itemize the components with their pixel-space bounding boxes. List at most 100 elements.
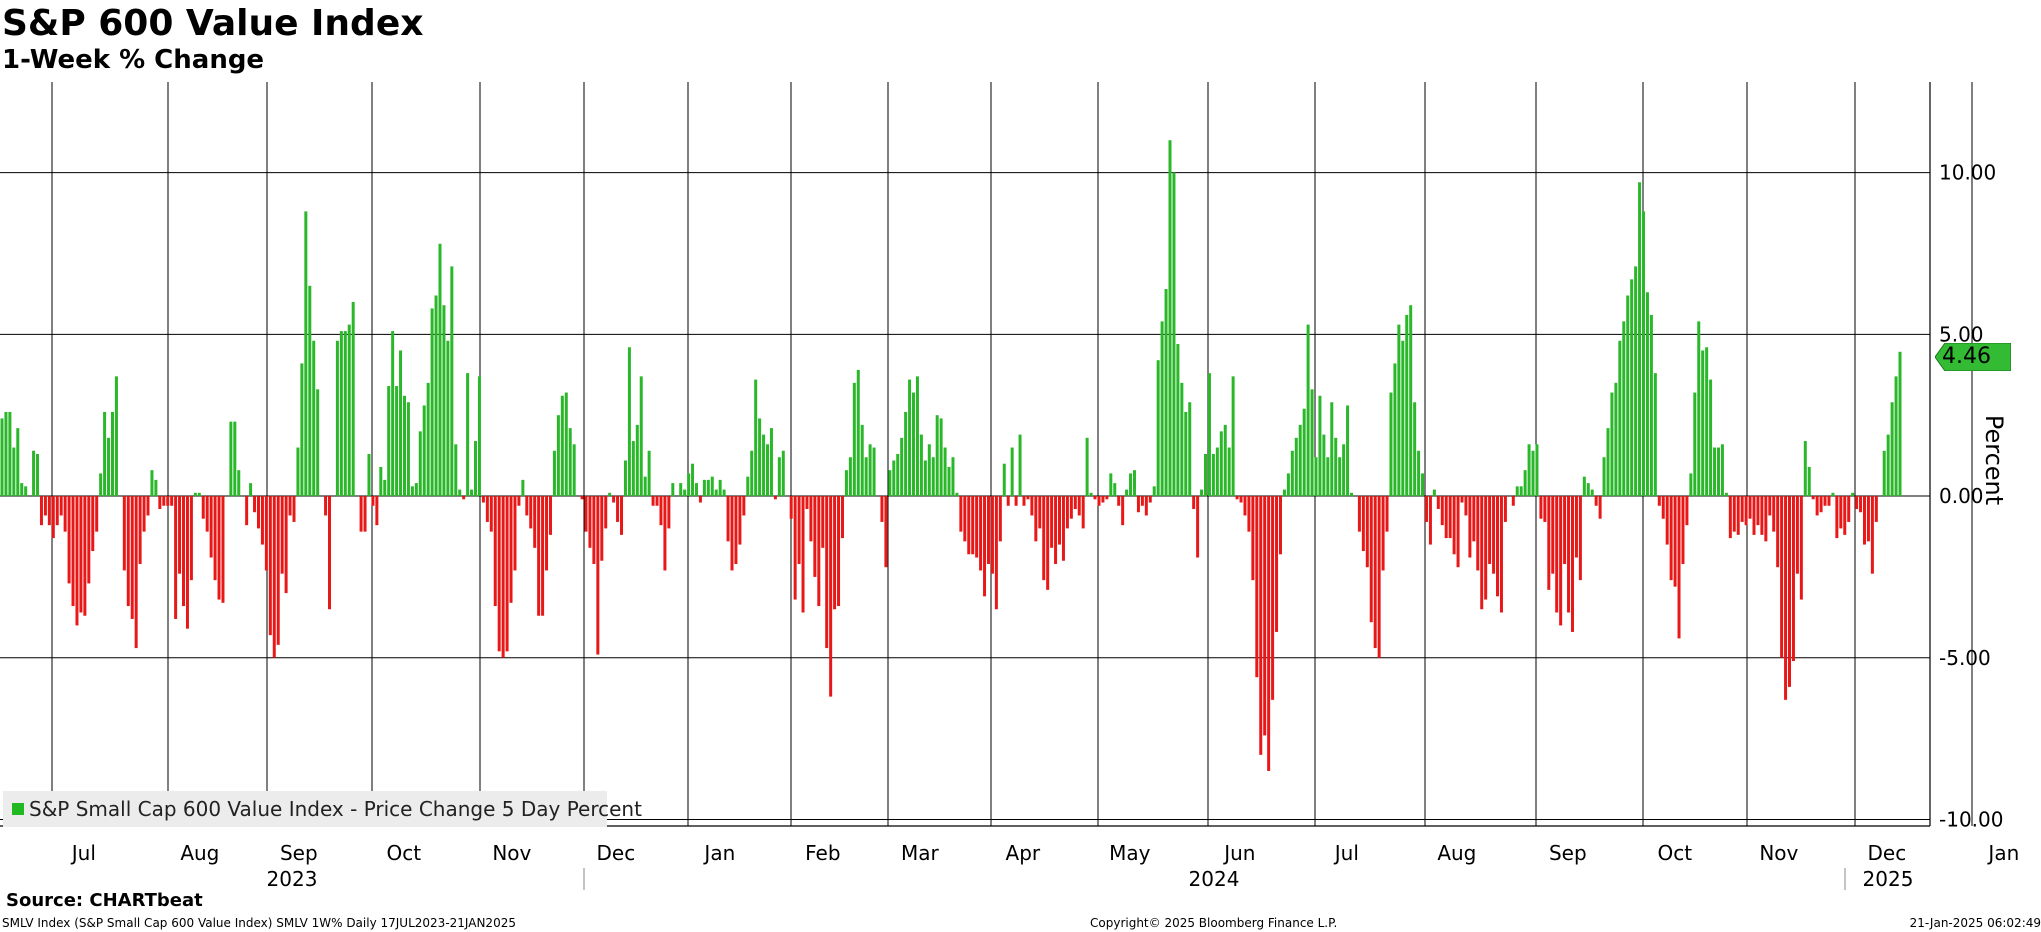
bar [915, 376, 919, 497]
bar [860, 424, 864, 497]
bar [1720, 444, 1724, 497]
bar [584, 496, 588, 532]
bar [687, 473, 691, 497]
bar [1204, 454, 1208, 497]
bar [769, 428, 773, 497]
bar [1468, 496, 1472, 558]
bar [335, 340, 339, 497]
bar [1444, 496, 1448, 539]
bar [1073, 496, 1077, 509]
bar [935, 415, 939, 497]
bar [395, 386, 399, 497]
year-label: 2024 [1189, 867, 1240, 891]
bar [107, 437, 111, 497]
bar [1570, 496, 1574, 632]
x-tick-label: Nov [492, 841, 531, 865]
bar [1196, 496, 1200, 558]
bar [829, 496, 833, 697]
bar [410, 486, 414, 497]
bar [1590, 489, 1594, 497]
bar [1113, 483, 1117, 497]
bar [1626, 295, 1630, 497]
bar [1432, 489, 1436, 497]
bar [1811, 496, 1815, 500]
bar [264, 496, 268, 571]
bar [1239, 496, 1243, 503]
bar [1231, 376, 1235, 497]
bar [659, 496, 663, 526]
bar [718, 479, 722, 497]
bar [1271, 496, 1275, 700]
bar [1685, 496, 1689, 526]
bar [304, 211, 308, 497]
bar [1874, 496, 1878, 522]
bar [545, 496, 549, 571]
bar [363, 496, 367, 532]
bar [1338, 457, 1342, 497]
bar [986, 496, 990, 564]
bar [1448, 496, 1452, 539]
bar [1290, 450, 1294, 497]
bar [1799, 496, 1803, 600]
bar [975, 496, 979, 558]
bar [600, 496, 604, 561]
bar [560, 395, 564, 497]
bar [1156, 360, 1160, 497]
bar [762, 434, 766, 497]
bar [1894, 376, 1898, 497]
bar [1361, 496, 1365, 552]
x-tick-label: Oct [1658, 841, 1693, 865]
bar [1464, 496, 1468, 516]
bar [1819, 496, 1823, 513]
bar [138, 496, 142, 564]
bar [284, 496, 288, 594]
bar [205, 496, 209, 532]
bar [1862, 496, 1866, 545]
bar [1531, 450, 1535, 497]
year-label: 2023 [267, 867, 318, 891]
bar [620, 496, 624, 535]
bar [1042, 496, 1046, 581]
source-note: Source: CHARTbeat [6, 890, 203, 911]
bar [430, 308, 434, 497]
bar [1843, 496, 1847, 535]
bar [1831, 492, 1835, 497]
bar [481, 496, 485, 503]
bar [134, 496, 138, 649]
bar [612, 496, 616, 503]
bar [1574, 496, 1578, 558]
bar [182, 496, 186, 607]
bar [1215, 447, 1219, 497]
bar [308, 285, 312, 497]
x-tick-label: Jul [70, 841, 96, 865]
bar [1117, 496, 1121, 506]
bar [1302, 408, 1306, 497]
bar [671, 483, 675, 497]
bar [616, 496, 620, 522]
bar [1740, 496, 1744, 522]
bar [1188, 402, 1192, 497]
bar [1132, 470, 1136, 497]
bar [1859, 496, 1863, 513]
bar [414, 483, 418, 497]
bar [608, 492, 612, 497]
bar [1847, 496, 1851, 522]
bar [217, 496, 221, 600]
bar [1543, 496, 1547, 522]
bar [24, 486, 28, 497]
bar [1713, 447, 1717, 497]
bar [237, 470, 241, 497]
bar [1476, 496, 1480, 571]
bar [947, 466, 951, 497]
bar [359, 496, 363, 532]
bar [742, 496, 746, 516]
bar [1460, 496, 1464, 503]
bar [170, 496, 174, 506]
bar [1101, 496, 1105, 503]
bar [1211, 454, 1215, 497]
bar [1109, 473, 1113, 497]
bar [383, 479, 387, 497]
bar [67, 496, 71, 584]
x-tick-label: Jan [702, 841, 735, 865]
bar [758, 418, 762, 497]
